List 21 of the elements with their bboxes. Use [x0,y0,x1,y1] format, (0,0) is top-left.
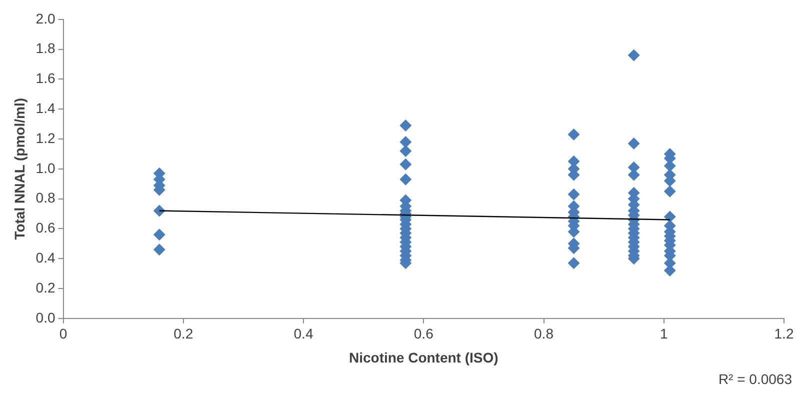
y-tick-label: 1.4 [36,100,56,116]
x-tick-label: 0.2 [174,326,194,342]
y-tick-label: 1.6 [36,70,56,86]
x-tick-label: 0.6 [414,326,434,342]
y-tick-label: 1.0 [36,160,56,176]
x-tick-label: 0 [59,326,68,342]
y-tick-label: 1.2 [36,130,56,146]
x-tick-label: 1 [660,326,668,342]
y-tick-label: 0.4 [36,249,56,266]
x-axis-title: Nicotine Content (ISO) [348,349,498,366]
y-tick-label: 0.6 [36,220,56,236]
y-tick-label: 0.0 [36,309,56,326]
text: R² = 0.0063 [717,371,792,387]
x-tick-label: 0.4 [294,326,314,342]
y-axis-title: Total NNAL (pmol/ml) [11,98,28,240]
x-tick-label: 0.8 [534,326,554,342]
y-tick-label: 0.8 [36,190,56,206]
y-tick-label: 1.8 [36,40,56,56]
y-tick-label: 0.2 [36,279,56,296]
y-tick-label: 2.0 [36,10,56,26]
x-tick-label: 1.2 [774,326,794,342]
